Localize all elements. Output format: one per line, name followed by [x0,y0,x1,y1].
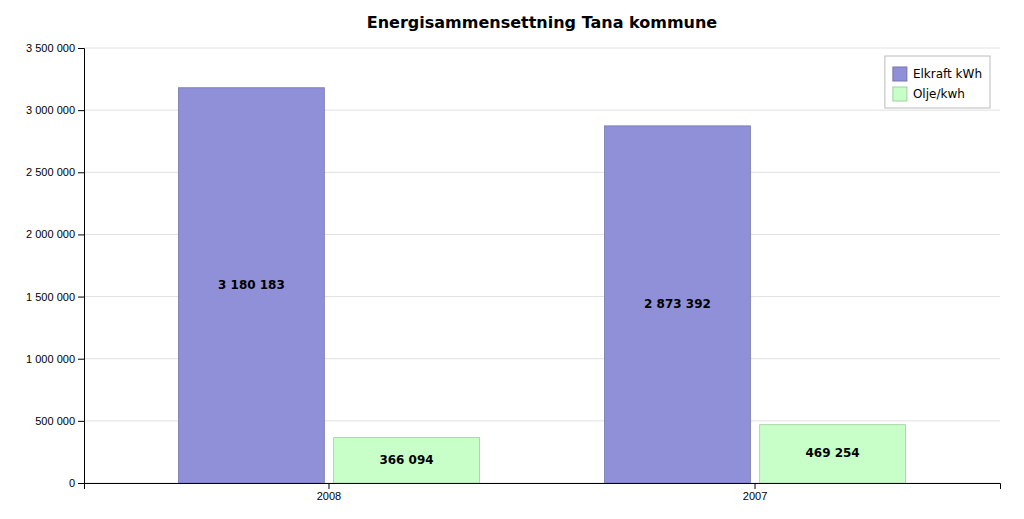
bars [179,88,906,483]
y-tick-label: 2 000 000 [26,228,75,240]
y-tick: 500 000 [35,415,84,427]
y-tick: 2 500 000 [26,166,84,178]
y-tick-mark [78,483,84,484]
x-tick-mark [328,483,329,489]
legend-swatch [893,87,907,101]
legend: Elkraft kWh Olje/kwh [885,56,990,108]
data-labels: 3 180 183 2 873 392 366 094 469 254 [218,278,860,467]
y-tick-mark [78,110,84,111]
x-axis: 2008 2007 [85,483,1001,502]
y-tick-label: 1 000 000 [26,353,75,365]
x-tick-mark [755,483,756,489]
y-tick-label: 3 500 000 [26,42,75,54]
y-tick-label: 1 500 000 [26,291,75,303]
chart: 0 500 000 1 000 000 1 500 000 2 000 000 2 500… [0,0,1024,519]
y-tick: 2 000 000 [26,228,84,240]
y-tick-mark [78,234,84,235]
bar [760,425,906,483]
y-tick: 3 000 000 [26,104,84,116]
bar [179,88,325,483]
y-tick-label: 500 000 [35,415,75,427]
y-axis: 0 500 000 1 000 000 1 500 000 2 000 000 2 500… [26,42,84,489]
y-tick: 3 500 000 [26,42,84,54]
legend-label: Olje/kwh [913,87,965,101]
plot: 0 500 000 1 000 000 1 500 000 2 000 000 2 500… [26,42,1000,502]
y-tick-mark [78,359,84,360]
data-label: 366 094 [379,453,433,467]
data-label: 2 873 392 [644,297,711,311]
y-tick: 0 [69,477,84,489]
y-tick-label: 2 500 000 [26,166,75,178]
y-tick-label: 3 000 000 [26,104,75,116]
data-label: 3 180 183 [218,278,285,292]
x-tick-label: 2008 [317,490,341,502]
y-tick-mark [78,421,84,422]
y-axis-line [78,49,85,484]
bar [334,437,480,483]
x-tick-label: 2007 [743,490,767,502]
data-label: 469 254 [805,446,859,460]
x-tick: 2007 [743,483,767,502]
y-tick: 1 500 000 [26,291,84,303]
legend-frame [885,56,990,108]
legend-label: Elkraft kWh [913,67,982,81]
bar [605,126,751,483]
y-tick-mark [78,297,84,298]
y-tick-label: 0 [69,477,75,489]
x-axis-line [85,484,1001,490]
x-tick: 2008 [317,483,341,502]
title: Energisammensettning Tana kommune [367,13,718,32]
legend-swatch [893,67,907,81]
grid [84,48,1000,483]
y-tick: 1 000 000 [26,353,84,365]
y-tick-mark [78,172,84,173]
grid-line [84,48,1000,49]
y-tick-mark [78,48,84,49]
